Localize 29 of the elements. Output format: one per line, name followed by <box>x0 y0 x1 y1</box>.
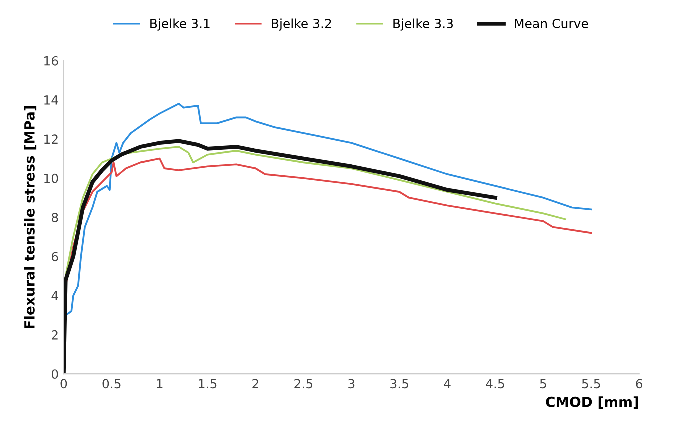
x-tick-label: 1.5 <box>199 379 217 389</box>
y-tick-label: 10 <box>44 174 58 184</box>
y-tick-label: 0 <box>52 370 58 380</box>
x-tick-label: 6 <box>636 379 643 389</box>
x-tick-label: 4.5 <box>486 379 504 389</box>
y-axis-title: Flexural tensile stress [MPa] <box>24 106 37 329</box>
y-tick-label: 2 <box>52 330 58 340</box>
legend-label: Bjelke 3.2 <box>272 18 332 31</box>
legend-label: Bjelke 3.3 <box>394 18 453 31</box>
x-axis-title: CMOD [mm] <box>546 396 638 409</box>
legend-label: Mean Curve <box>515 18 588 28</box>
x-tick-label: 5.5 <box>582 379 600 389</box>
y-tick-label: 16 <box>44 56 58 66</box>
x-tick-label: 2 <box>252 379 258 388</box>
line-series <box>64 139 498 374</box>
x-tick-label: 2.5 <box>294 379 313 389</box>
x-tick-label: 4 <box>444 379 451 388</box>
y-tick-label: 14 <box>44 96 58 105</box>
y-tick-label: 12 <box>44 134 58 144</box>
y-tick-label: 6 <box>52 252 58 262</box>
x-tick-label: 1 <box>157 379 163 388</box>
x-tick-label: 0.5 <box>102 379 121 389</box>
legend-label: Bjelke 3.1 <box>150 18 210 31</box>
y-tick-label: 4 <box>52 291 58 301</box>
x-tick-label: 3.5 <box>390 379 408 389</box>
x-tick-label: 5 <box>540 379 546 389</box>
y-tick-label: 8 <box>52 212 58 222</box>
x-tick-label: 0 <box>60 379 68 389</box>
x-tick-label: 3 <box>348 379 355 389</box>
